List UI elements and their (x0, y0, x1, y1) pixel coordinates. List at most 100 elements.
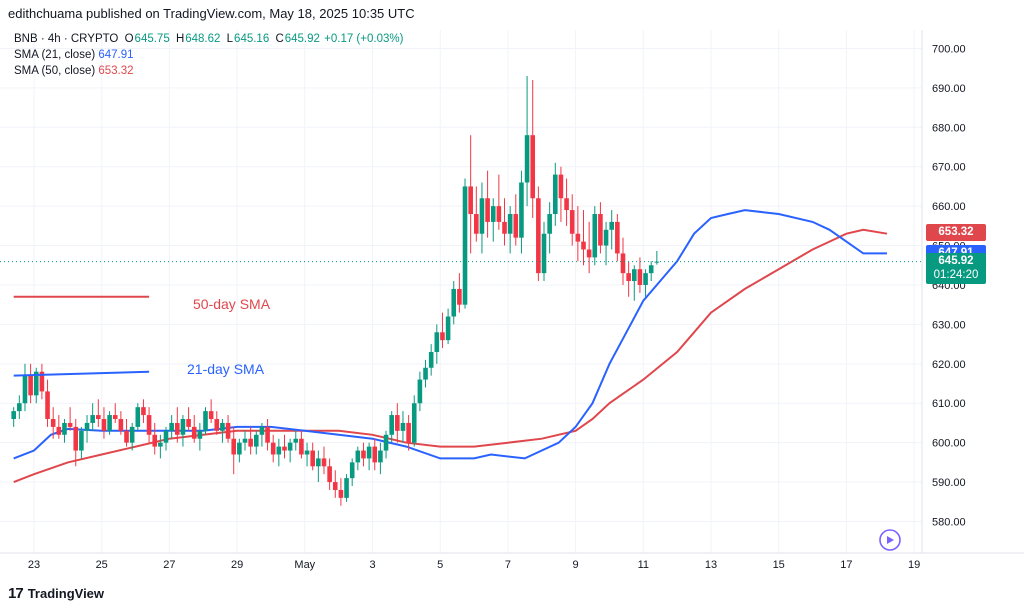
candle-body (575, 233, 581, 242)
candle (174, 407, 180, 443)
candle (146, 407, 152, 443)
candle (496, 174, 502, 230)
candle-body (276, 446, 282, 455)
candle-body (552, 174, 558, 215)
price-tick-label: 660.00 (932, 201, 966, 213)
candle-body (101, 419, 107, 431)
candle (327, 458, 332, 490)
candle (293, 430, 299, 451)
candle-body (84, 422, 90, 431)
sma50-legend[interactable]: SMA (50, close) 653.32 (14, 65, 134, 77)
candle (457, 273, 462, 313)
candle-body (90, 415, 95, 423)
candle (490, 198, 496, 242)
candle-body (50, 419, 56, 427)
candle (524, 76, 530, 207)
price-tick-label: 620.00 (932, 359, 966, 371)
candle (547, 202, 552, 254)
candle-body (423, 367, 428, 380)
candle-body (564, 198, 569, 211)
symbol-label[interactable]: BNB · 4h · CRYPTO (14, 33, 119, 45)
tradingview-logo[interactable]: 17 TradingView (8, 585, 104, 602)
price-axis[interactable]: 580.00590.00600.00610.00620.00630.00640.… (932, 43, 966, 528)
candle-body (310, 450, 315, 467)
candle-body (11, 411, 16, 420)
candle (22, 363, 28, 412)
candle (603, 221, 609, 266)
candle-body (45, 391, 50, 420)
candle (163, 426, 169, 451)
ohlc-legend: BNB · 4h · CRYPTO O645.75 H648.62 L645.1… (14, 33, 403, 45)
candle (67, 407, 73, 431)
candle-body (445, 316, 451, 341)
candle (479, 182, 485, 254)
candle-body (158, 442, 163, 447)
candle (372, 438, 378, 471)
candle (50, 407, 56, 439)
candle (428, 344, 434, 376)
candle-body (220, 422, 225, 431)
low-value: 645.16 (234, 33, 270, 45)
candle (282, 434, 287, 459)
candle-body (547, 214, 552, 234)
sma21-legend[interactable]: SMA (21, close) 647.91 (14, 49, 134, 61)
candle (395, 403, 400, 443)
candle (214, 411, 220, 435)
sma21-trend-drawing[interactable] (13, 370, 150, 377)
candle-body (282, 446, 287, 451)
candle-body (248, 438, 253, 447)
candle-body (434, 332, 440, 352)
high-key: H (175, 33, 185, 45)
candle (586, 221, 592, 274)
price-tick-label: 700.00 (932, 43, 966, 55)
candle-body (67, 422, 73, 427)
candle (440, 312, 445, 349)
candle (259, 422, 265, 447)
candle (220, 419, 225, 443)
candle-body (287, 442, 293, 451)
candle-body (468, 186, 473, 215)
candle (56, 415, 62, 439)
candle (84, 415, 90, 443)
replay-icon[interactable] (879, 529, 901, 551)
time-tick-label: 19 (908, 559, 920, 571)
candle-body (541, 233, 547, 274)
candle-body (406, 422, 411, 443)
candle-body (79, 430, 84, 451)
candle-body (327, 466, 332, 483)
publisher-caption: edithchuama published on TradingView.com… (8, 6, 415, 21)
candle (237, 438, 242, 463)
candle-body (169, 422, 174, 431)
candle (451, 281, 457, 325)
candle-body (214, 419, 220, 431)
candle-body (389, 415, 394, 435)
candle (253, 430, 259, 455)
change-value: +0.17 (+0.03%) (324, 33, 404, 45)
candle (141, 399, 146, 423)
time-axis[interactable]: 23 25 27 29 May 3 5 7 9 11 13 15 17 19 (28, 559, 920, 571)
candle (536, 186, 541, 282)
candle-body (631, 269, 637, 282)
candle-body (383, 434, 389, 451)
candle (242, 430, 248, 451)
candle-body (378, 450, 383, 463)
candle (626, 261, 631, 297)
price-tick-label: 690.00 (932, 83, 966, 95)
candle (90, 403, 95, 431)
candle-body (163, 430, 169, 443)
candle (485, 170, 490, 238)
candle (62, 419, 67, 443)
price-tick-label: 670.00 (932, 162, 966, 174)
candle (592, 206, 598, 266)
candle-body (581, 241, 586, 250)
candle-body (502, 221, 507, 234)
candle-body (558, 174, 564, 199)
candle (519, 170, 524, 254)
drawings[interactable]: 50-day SMA 21-day SMA (13, 295, 271, 377)
candle (270, 434, 276, 463)
candle (135, 403, 141, 431)
candle-body (361, 450, 366, 459)
candle-body (129, 426, 135, 443)
candle-body (524, 135, 530, 183)
